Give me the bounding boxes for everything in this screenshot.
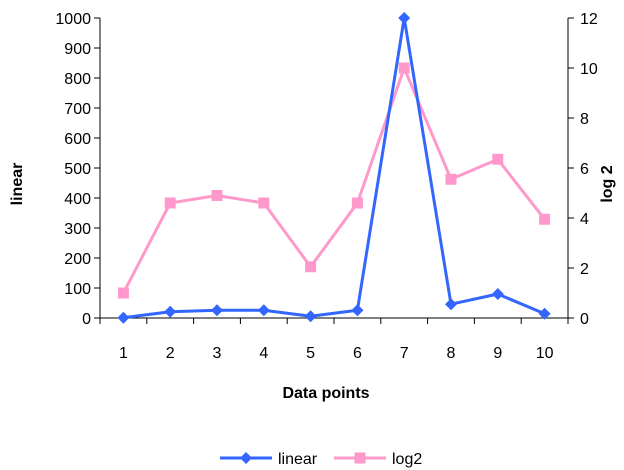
point-linear (491, 288, 504, 300)
right-axis-ticks: 0 2 4 6 8 10 12 (568, 11, 598, 328)
point-linear (117, 311, 130, 324)
left-tick-label: 900 (64, 41, 91, 58)
series-layer (117, 12, 551, 324)
series-line-linear (123, 16, 546, 320)
left-axis-ticks: 0 100 200 300 400 500 600 700 800 900 1000 (55, 11, 100, 328)
x-tick-label: 9 (493, 345, 502, 362)
point-linear (538, 307, 551, 320)
x-tick-label: 5 (306, 345, 315, 362)
legend-label-log2: log2 (392, 451, 422, 468)
point-linear (164, 305, 177, 318)
point-linear (351, 304, 364, 317)
right-tick-label: 8 (580, 111, 589, 128)
left-tick-label: 300 (64, 221, 91, 238)
x-tick-label: 3 (213, 345, 222, 362)
right-tick-label: 6 (580, 161, 589, 178)
series-line-log2 (122, 66, 546, 294)
left-tick-label: 200 (64, 251, 91, 268)
point-linear (398, 12, 411, 24)
point-log2 (539, 213, 551, 225)
left-tick-label: 1000 (55, 11, 91, 28)
point-log2 (351, 197, 363, 209)
right-tick-label: 4 (580, 211, 589, 228)
plot-area (99, 18, 569, 319)
point-linear (211, 304, 223, 317)
left-tick-label: 500 (64, 161, 91, 178)
left-tick-label: 600 (64, 131, 91, 148)
x-tick-label: 8 (447, 345, 456, 362)
x-axis-ticks: 1 2 3 4 5 6 7 8 9 10 (99, 318, 569, 362)
point-linear (304, 310, 317, 323)
point-log2 (258, 197, 270, 209)
left-tick-label: 800 (64, 71, 91, 88)
point-log2 (164, 197, 176, 209)
legend-label-linear: linear (278, 451, 318, 468)
left-tick-label: 400 (64, 191, 91, 208)
x-tick-label: 10 (536, 345, 554, 362)
legend: linear log2 (220, 451, 422, 468)
right-axis-title: log 2 (599, 165, 616, 202)
left-tick-label: 700 (64, 101, 91, 118)
legend-marker-log2 (354, 452, 366, 464)
point-log2 (305, 261, 317, 273)
right-tick-label: 0 (580, 311, 589, 328)
left-axis-title: linear (9, 163, 26, 206)
left-tick-label: 100 (64, 281, 91, 298)
series-linear (117, 12, 551, 324)
right-tick-label: 12 (580, 11, 598, 28)
x-tick-label: 2 (166, 345, 175, 362)
point-log2 (117, 287, 129, 299)
point-linear (257, 304, 270, 317)
x-tick-label: 4 (259, 345, 268, 362)
right-tick-label: 10 (580, 61, 598, 78)
legend-item-linear: linear (220, 451, 318, 468)
point-log2 (211, 190, 223, 201)
legend-marker-linear (240, 452, 252, 464)
x-tick-label: 7 (400, 345, 409, 362)
x-axis-title: Data points (282, 385, 369, 402)
point-log2 (398, 62, 410, 74)
series-log2 (117, 62, 551, 299)
legend-item-log2: log2 (334, 451, 422, 468)
x-tick-label: 6 (353, 345, 362, 362)
left-tick-label: 0 (82, 311, 91, 328)
point-log2 (492, 153, 504, 165)
right-tick-label: 2 (580, 261, 589, 278)
point-linear (445, 298, 457, 311)
point-log2 (445, 173, 457, 185)
x-tick-label: 1 (119, 345, 128, 362)
